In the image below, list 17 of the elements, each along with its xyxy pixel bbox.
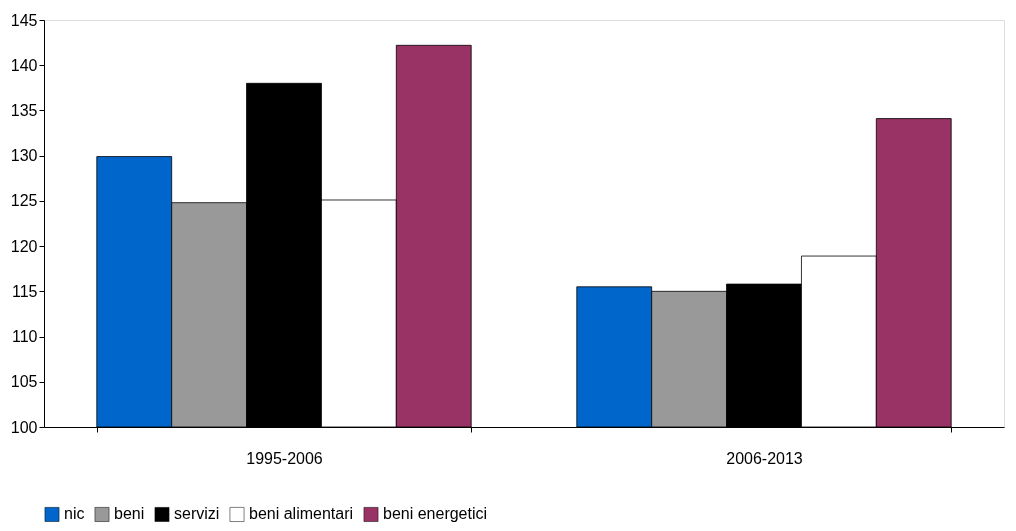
y-tick-label: 120 [10, 237, 38, 255]
legend-label: beni alimentari [249, 505, 354, 523]
y-tick-label: 125 [10, 192, 38, 210]
legend-label: beni energetici [383, 505, 488, 523]
y-tick-label: 135 [10, 101, 38, 119]
y-tick-label: 105 [10, 373, 38, 391]
y-tick-label: 100 [10, 418, 38, 436]
y-tick-label: 145 [10, 11, 38, 29]
y-tick-label: 140 [10, 56, 38, 74]
x-tick-label: 2006-2013 [726, 449, 803, 467]
legend-label: beni [114, 505, 145, 523]
legend-label: servizi [174, 505, 220, 523]
y-tick-label: 110 [11, 328, 38, 346]
x-tick-label: 1995-2006 [246, 449, 323, 467]
y-tick-label: 130 [10, 147, 38, 165]
legend-label: nic [64, 505, 85, 523]
y-tick-label: 115 [11, 282, 38, 300]
